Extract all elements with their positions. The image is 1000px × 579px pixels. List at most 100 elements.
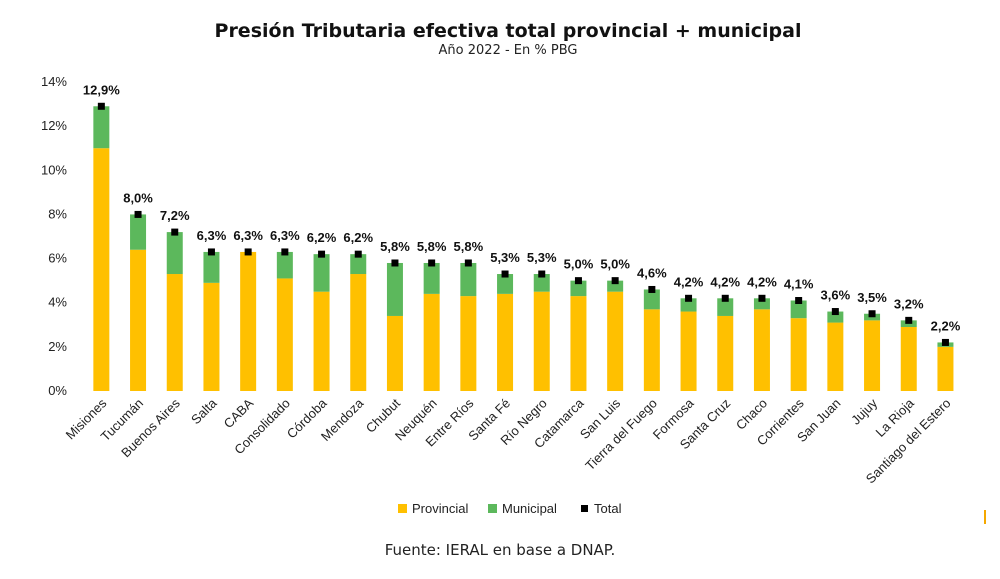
- data-label: 5,0%: [564, 257, 594, 272]
- data-label: 5,0%: [600, 257, 630, 272]
- bar-municipal: [386, 262, 403, 316]
- total-marker: [318, 250, 326, 258]
- chart-subtitle: Año 2022 - En % PBG: [439, 43, 578, 58]
- bar-municipal: [166, 232, 183, 275]
- legend: Provincial Municipal Total: [398, 501, 622, 516]
- data-label: 5,8%: [454, 239, 484, 254]
- data-label: 6,3%: [233, 228, 263, 243]
- data-label: 7,2%: [160, 208, 190, 223]
- bar-municipal: [497, 274, 514, 294]
- total-marker: [428, 259, 436, 267]
- legend-label: Provincial: [412, 501, 468, 516]
- total-marker: [574, 277, 582, 285]
- total-marker: [207, 248, 215, 256]
- bar-municipal: [130, 214, 147, 250]
- bar-provincial: [643, 309, 660, 391]
- bar-provincial: [423, 293, 440, 391]
- data-label: 6,2%: [343, 230, 373, 245]
- bar-provincial: [533, 291, 550, 391]
- bar-municipal: [827, 311, 844, 323]
- total-marker: [941, 338, 949, 346]
- bar-provincial: [130, 249, 147, 391]
- bar-municipal: [313, 254, 330, 292]
- legend-label: Municipal: [502, 501, 557, 516]
- data-label: 4,2%: [710, 274, 740, 289]
- total-marker: [97, 102, 105, 110]
- bar-municipal: [423, 262, 440, 294]
- data-label: 5,8%: [380, 239, 410, 254]
- y-tick-label: 4%: [48, 295, 67, 310]
- data-label: 3,5%: [857, 290, 887, 305]
- data-label: 3,2%: [894, 296, 924, 311]
- bar-provincial: [827, 322, 844, 391]
- bar-provincial: [93, 148, 110, 391]
- bar-municipal: [203, 251, 220, 283]
- bar-municipal: [643, 289, 660, 310]
- bar-provincial: [240, 251, 257, 391]
- data-label: 5,3%: [490, 250, 520, 265]
- bar-provincial: [350, 274, 367, 391]
- data-label: 2,2%: [931, 318, 961, 333]
- bar-provincial: [900, 326, 917, 391]
- x-tick-label: Salta: [188, 395, 220, 427]
- y-tick-label: 12%: [41, 118, 67, 133]
- data-label: 5,3%: [527, 250, 557, 265]
- chart-title: Presión Tributaria efectiva total provin…: [215, 20, 802, 42]
- bar-provincial: [680, 311, 697, 391]
- total-marker: [244, 248, 252, 256]
- y-tick-label: 8%: [48, 206, 67, 221]
- bar-provincial: [937, 346, 954, 391]
- legend-label: Total: [594, 501, 622, 516]
- data-label: 8,0%: [123, 190, 153, 205]
- y-tick-label: 10%: [41, 162, 67, 177]
- edge-mark: [984, 510, 986, 524]
- bars: 12,9% 8,0% 7,2% 6,3% 6,3% 6,3% 6,2% 6,2% 5,8% 5,8…: [83, 82, 961, 391]
- bar-provincial: [166, 274, 183, 391]
- total-marker: [648, 285, 656, 293]
- y-tick-label: 0%: [48, 383, 67, 398]
- bar-provincial: [460, 296, 477, 391]
- legend-swatch-total: [581, 505, 588, 512]
- total-marker: [721, 294, 729, 302]
- bar-municipal: [533, 274, 550, 292]
- data-label: 6,3%: [270, 228, 300, 243]
- total-marker: [171, 228, 179, 236]
- bar-provincial: [203, 282, 220, 391]
- bar-municipal: [93, 106, 110, 149]
- bar-provincial: [753, 309, 770, 391]
- y-tick-label: 2%: [48, 339, 67, 354]
- total-marker: [611, 277, 619, 285]
- total-marker: [538, 270, 546, 278]
- bar-municipal: [276, 251, 293, 279]
- bar-municipal: [460, 262, 477, 297]
- total-marker: [685, 294, 693, 302]
- bar-provincial: [864, 320, 881, 391]
- data-label: 5,8%: [417, 239, 447, 254]
- bar-municipal: [717, 298, 734, 316]
- source-note: Fuente: IERAL en base a DNAP.: [384, 541, 616, 559]
- total-marker: [868, 310, 876, 318]
- total-marker: [795, 297, 803, 305]
- data-label: 4,6%: [637, 265, 667, 280]
- total-marker: [391, 259, 399, 267]
- bar-municipal: [790, 300, 807, 319]
- bar-provincial: [607, 291, 624, 391]
- data-label: 6,2%: [307, 230, 337, 245]
- total-marker: [464, 259, 472, 267]
- data-label: 4,1%: [784, 277, 814, 292]
- total-marker: [831, 308, 839, 316]
- data-label: 12,9%: [83, 82, 120, 97]
- data-label: 4,2%: [747, 274, 777, 289]
- bar-provincial: [790, 318, 807, 391]
- y-axis: 0% 2% 4% 6% 8% 10% 12% 14%: [41, 74, 67, 398]
- data-label: 6,3%: [197, 228, 227, 243]
- total-marker: [501, 270, 509, 278]
- bar-provincial: [717, 315, 734, 391]
- bar-provincial: [570, 296, 587, 391]
- bar-municipal: [607, 280, 624, 292]
- total-marker: [354, 250, 362, 258]
- bar-municipal: [680, 298, 697, 312]
- y-tick-label: 6%: [48, 251, 67, 266]
- bar-provincial: [386, 315, 403, 391]
